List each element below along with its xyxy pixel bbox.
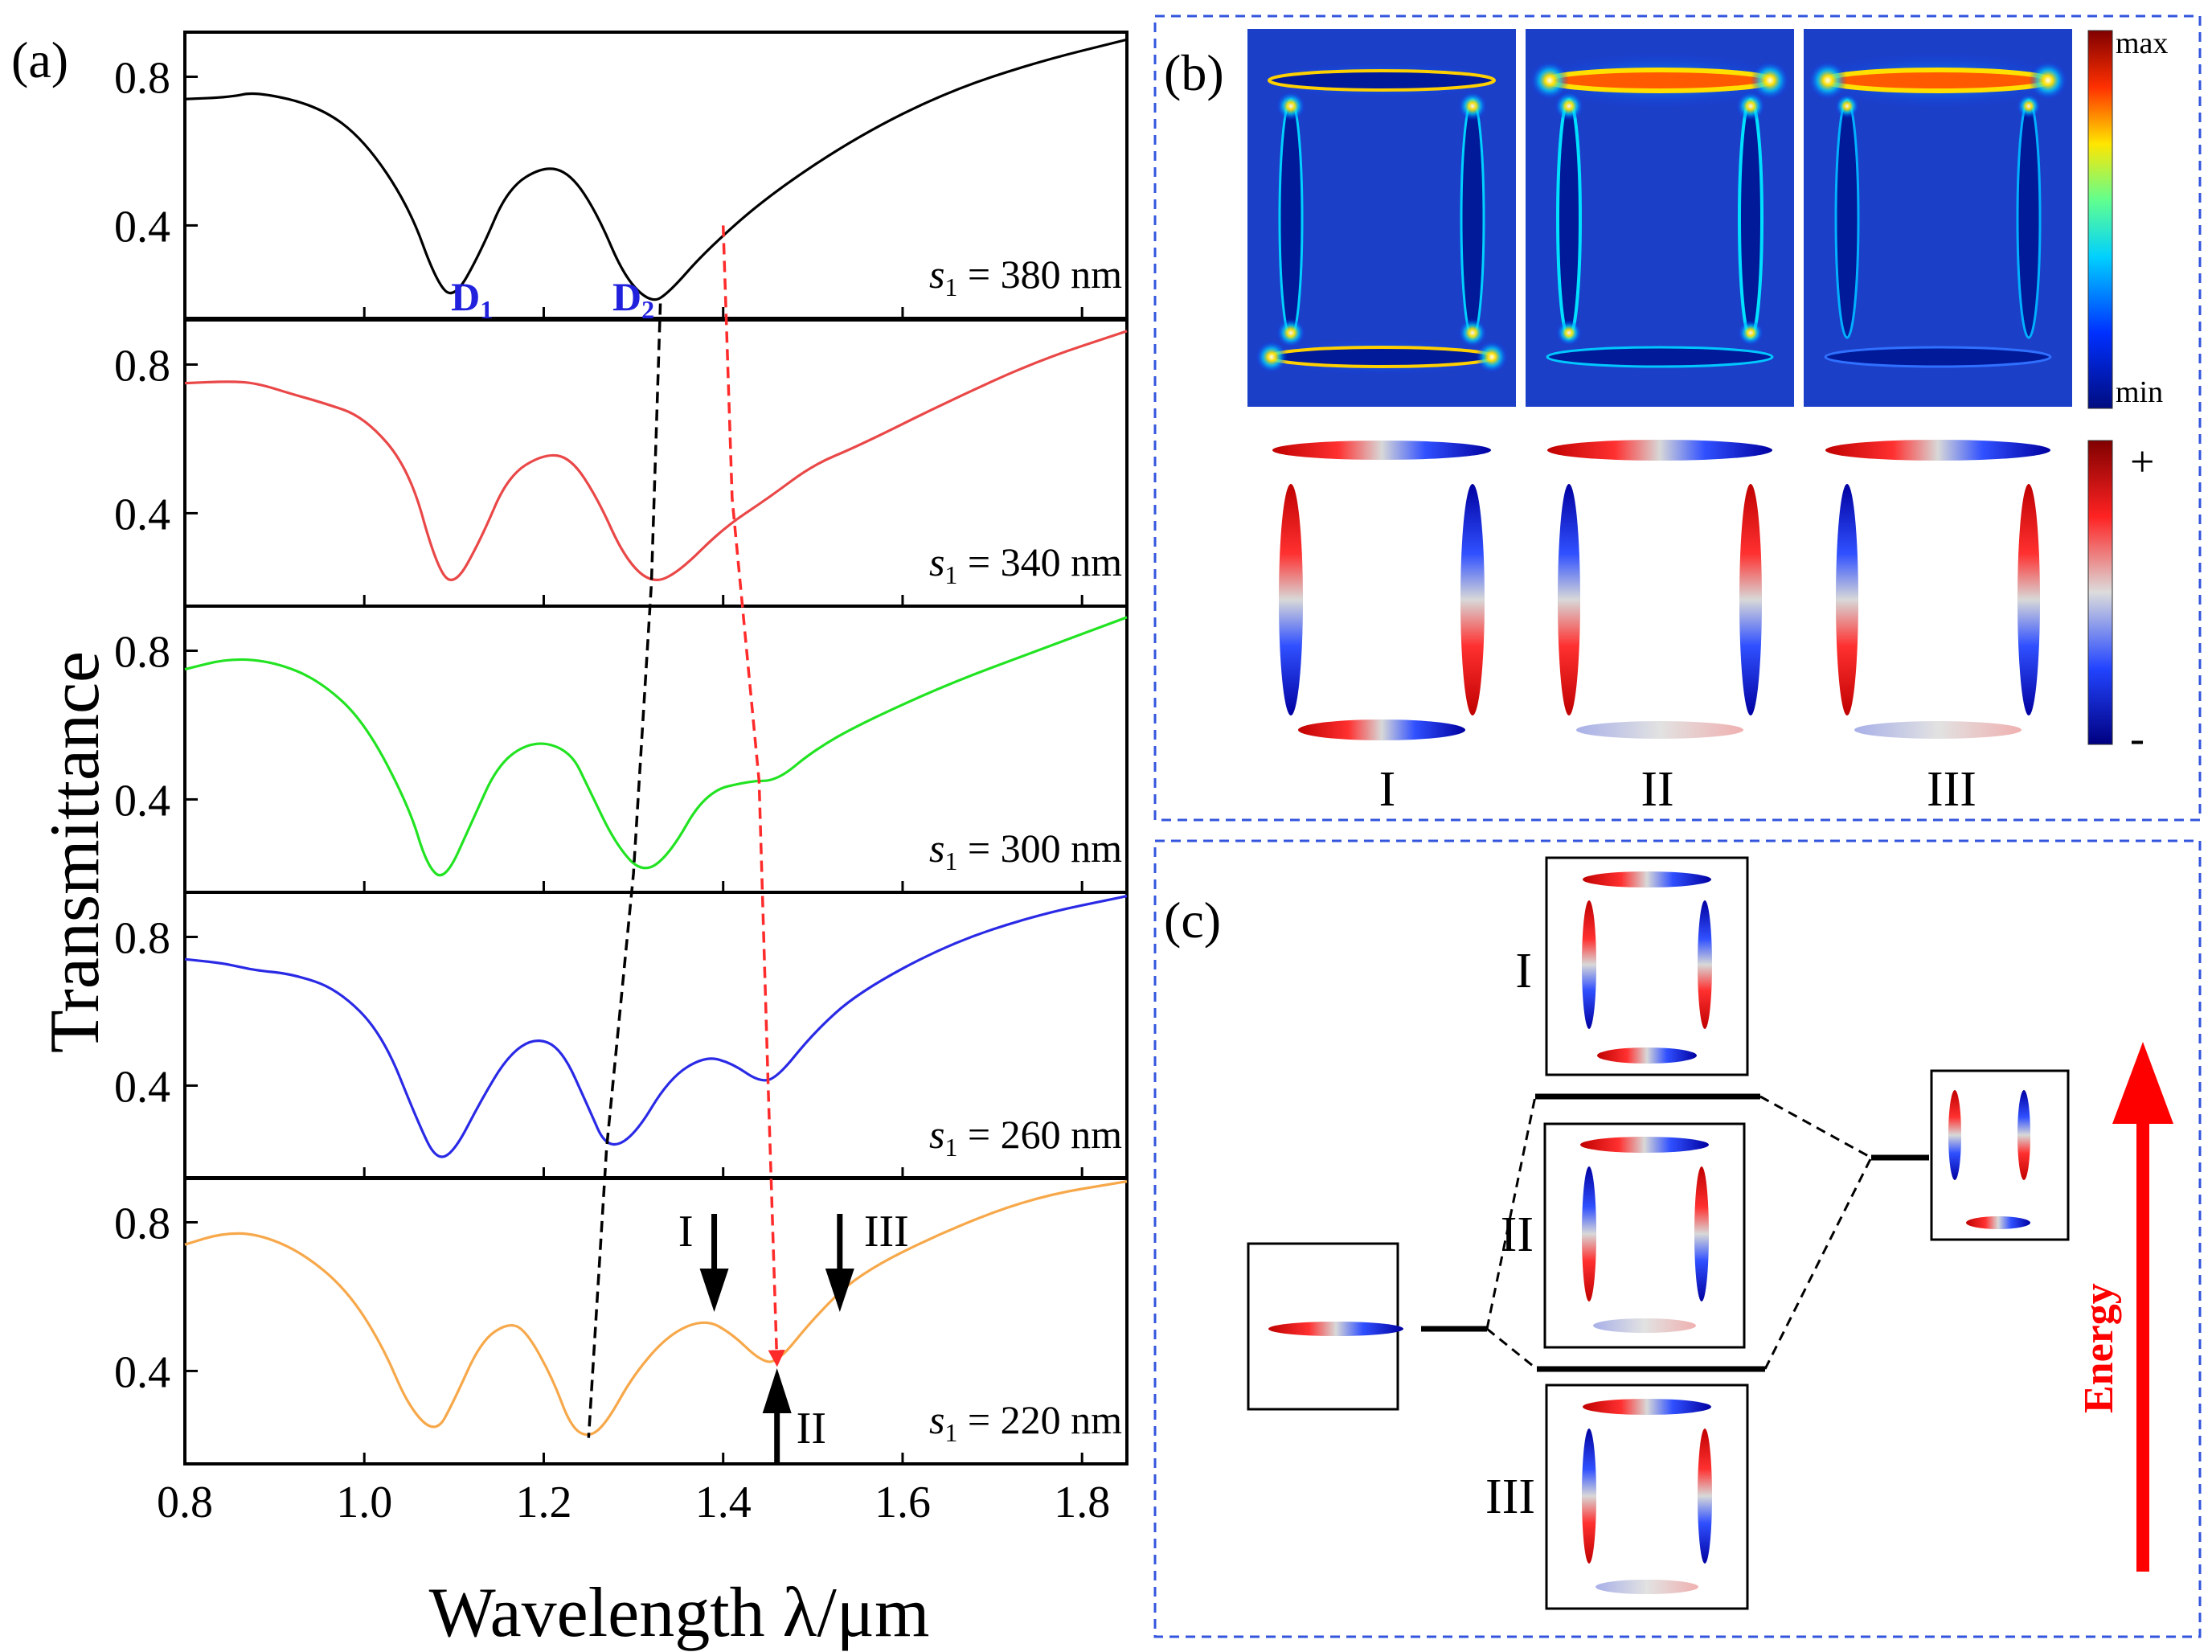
- mode-I-box: [1545, 856, 1749, 1076]
- series-label: s1 = 300 nm: [929, 826, 1122, 875]
- subplots: 0.4 0.8 s1 = 380 nm 0.4 0.8 s1 = 340 nm 0.4 0.8…: [114, 31, 1129, 1465]
- y-tick-label: 0.4: [114, 776, 170, 826]
- level-label-I: I: [1515, 944, 1532, 998]
- quadrumer-box: [1930, 1069, 2070, 1241]
- x-tick-label: 1.6: [875, 1478, 931, 1527]
- hybrid-connectors: [1485, 1095, 1873, 1371]
- marker-label: III: [864, 1207, 909, 1256]
- dip-labels: D1 D2: [451, 274, 654, 324]
- y-tick-label: 0.8: [114, 341, 170, 391]
- panel-label-b: (b): [1164, 44, 1224, 101]
- y-tick-label: 0.4: [114, 490, 170, 539]
- shift-track: [721, 225, 785, 1367]
- subplot-2: 0.4 0.8 s1 = 340 nm: [114, 318, 1129, 608]
- y-tick-label: 0.4: [114, 1062, 170, 1112]
- y-tick-label: 0.8: [114, 1199, 170, 1248]
- subplot-frame: [183, 1176, 1129, 1465]
- marker-label: I: [678, 1207, 694, 1256]
- marker-head: [825, 1269, 854, 1312]
- dimer-box: [1247, 1242, 1403, 1411]
- x-tick-label: 1.4: [695, 1478, 752, 1527]
- subplot-5: 0.4 0.8 s1 = 220 nm: [114, 1176, 1129, 1465]
- x-tick-labels: 0.8 1.0 1.2 1.4 1.6 1.8: [157, 1478, 1110, 1527]
- panel-label-a: (a): [11, 31, 68, 88]
- charge-label-II: II: [1641, 762, 1673, 817]
- energy-arrow: [2112, 1042, 2173, 1572]
- series-line: [184, 895, 1128, 1158]
- series-label: s1 = 260 nm: [929, 1112, 1122, 1162]
- charge-label-I: I: [1379, 762, 1396, 817]
- dip-label: D2: [612, 274, 654, 324]
- field-map-II: [1526, 29, 1794, 407]
- energy-label: Energy: [2076, 1283, 2122, 1413]
- transmittance-panel: (a) Transmittance Wavelength λ/μm 0.8 1.0…: [11, 31, 1129, 1652]
- field-map-III: [1804, 29, 2072, 407]
- subplot-3: 0.4 0.8 s1 = 300 nm: [114, 605, 1129, 894]
- mode-II-box: [1543, 1122, 1746, 1349]
- field-map-I: [1247, 29, 1516, 407]
- charge-colorbar: [2087, 440, 2113, 745]
- energy-diagram-panel: (c): [1153, 839, 2202, 1638]
- charge-colorbar-plus: +: [2130, 437, 2154, 486]
- shift-tracks: [587, 225, 785, 1438]
- mode-profile-panel: (b): [1153, 14, 2202, 822]
- series-line: [184, 330, 1128, 581]
- field-colorbar: [2087, 30, 2113, 409]
- charge-label-III: III: [1927, 762, 1976, 817]
- series-line: [184, 38, 1128, 301]
- series-label: s1 = 380 nm: [929, 252, 1122, 301]
- x-tick-label: 1.2: [515, 1478, 571, 1527]
- level-label-III: III: [1485, 1470, 1535, 1524]
- field-colorbar-max: max: [2116, 27, 2168, 60]
- y-tick-label: 0.4: [114, 1347, 170, 1397]
- x-axis-label: Wavelength λ/μm: [429, 1574, 930, 1652]
- x-tick-label: 1.0: [336, 1478, 392, 1527]
- y-tick-label: 0.8: [114, 627, 170, 677]
- y-tick-label: 0.8: [114, 53, 170, 103]
- y-axis-label: Transmittance: [36, 651, 114, 1053]
- charge-colorbar-minus: -: [2130, 714, 2144, 762]
- x-tick-label: 1.8: [1054, 1478, 1110, 1527]
- charge-map-I: [1272, 441, 1491, 740]
- y-tick-label: 0.4: [114, 202, 170, 252]
- charge-map-II: [1547, 440, 1772, 739]
- mode-III-box: [1545, 1383, 1749, 1610]
- panel-c-frame: [1153, 839, 2202, 1638]
- x-tick-label: 0.8: [157, 1478, 213, 1527]
- y-tick-label: 0.8: [114, 913, 170, 963]
- field-colorbar-min: min: [2116, 375, 2163, 409]
- panel-b-frame: [1153, 14, 2202, 822]
- marker-head: [762, 1368, 792, 1413]
- panel-label-c: (c): [1164, 892, 1221, 949]
- subplot-4: 0.4 0.8 s1 = 260 nm: [114, 891, 1129, 1180]
- dip-label: D1: [451, 274, 493, 324]
- level-label-II: II: [1501, 1207, 1534, 1262]
- series-label: s1 = 220 nm: [929, 1397, 1122, 1447]
- charge-map-III: [1825, 440, 2050, 739]
- series-label: s1 = 340 nm: [929, 539, 1122, 589]
- series-line: [184, 616, 1128, 877]
- marker-label: II: [797, 1404, 826, 1453]
- marker-head: [699, 1269, 729, 1312]
- shift-track: [587, 303, 662, 1438]
